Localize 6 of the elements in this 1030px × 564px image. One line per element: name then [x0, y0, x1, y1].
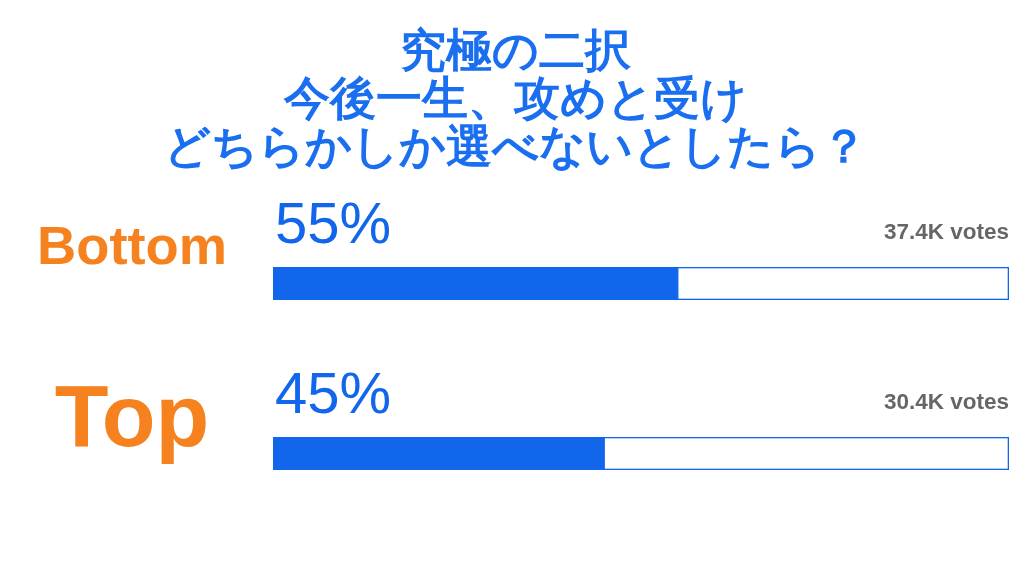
value-label: 45% [275, 360, 392, 425]
category-label: Top [54, 365, 210, 465]
annotation: 37.4K votes [883, 219, 1009, 244]
value-label: 55% [275, 190, 392, 255]
annotation: 30.4K votes [883, 389, 1009, 414]
category-label: Bottom [37, 214, 227, 276]
